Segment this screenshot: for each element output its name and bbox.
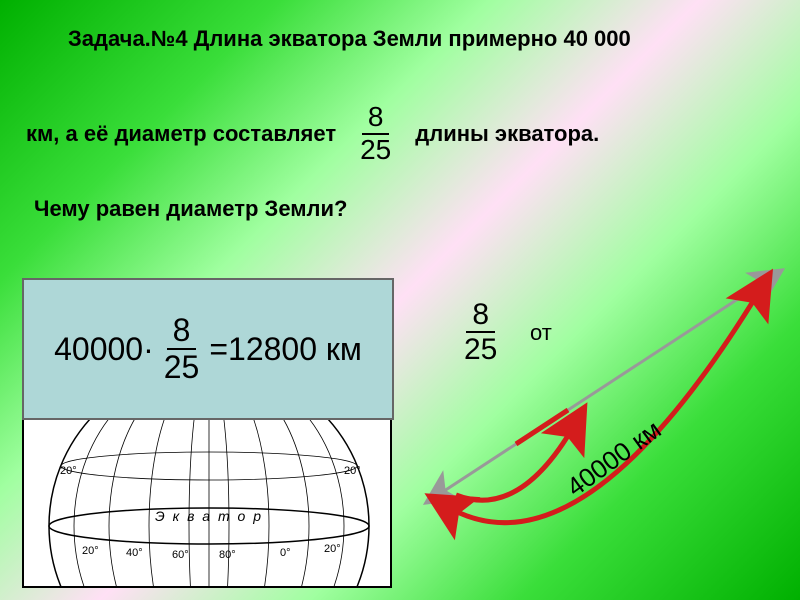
svg-text:20°: 20°	[344, 465, 361, 477]
svg-text:Э к в а т о р: Э к в а т о р	[155, 508, 263, 524]
svg-text:40°: 40°	[126, 547, 143, 559]
frac-num: 8	[362, 102, 390, 135]
svg-text:80°: 80°	[219, 549, 236, 561]
fraction-main: 8 25	[354, 102, 397, 166]
svg-text:0°: 0°	[280, 547, 291, 559]
answer-prefix: 40000·	[54, 331, 154, 368]
problem-line1: Задача.№4 Длина экватора Земли примерно …	[68, 26, 631, 52]
frac-den: 25	[354, 135, 397, 166]
answer-result: =12800 км	[209, 331, 362, 368]
svg-text:60°: 60°	[172, 549, 189, 561]
question-text: Чему равен диаметр Земли?	[34, 196, 348, 222]
answer-frac-num: 8	[167, 313, 197, 350]
answer-box: 40000· 8 25 =12800 км	[22, 278, 394, 420]
svg-text:20°: 20°	[60, 465, 77, 477]
globe-svg: Э к в а т о р 20° 40° 60° 80° 0° 20° 20°…	[24, 396, 392, 588]
globe-diagram: Э к в а т о р 20° 40° 60° 80° 0° 20° 20°…	[22, 394, 392, 588]
svg-text:20°: 20°	[82, 545, 99, 557]
svg-text:20°: 20°	[324, 543, 341, 555]
line2-part-b: длины экватора.	[415, 121, 599, 147]
slide: Задача.№4 Длина экватора Земли примерно …	[0, 0, 800, 600]
answer-fraction: 8 25	[158, 313, 206, 385]
problem-line2: км, а её диаметр составляет 8 25 длины э…	[26, 102, 599, 166]
line2-part-a: км, а её диаметр составляет	[26, 121, 336, 147]
arc-diagram	[420, 260, 800, 590]
answer-frac-den: 25	[158, 350, 206, 385]
